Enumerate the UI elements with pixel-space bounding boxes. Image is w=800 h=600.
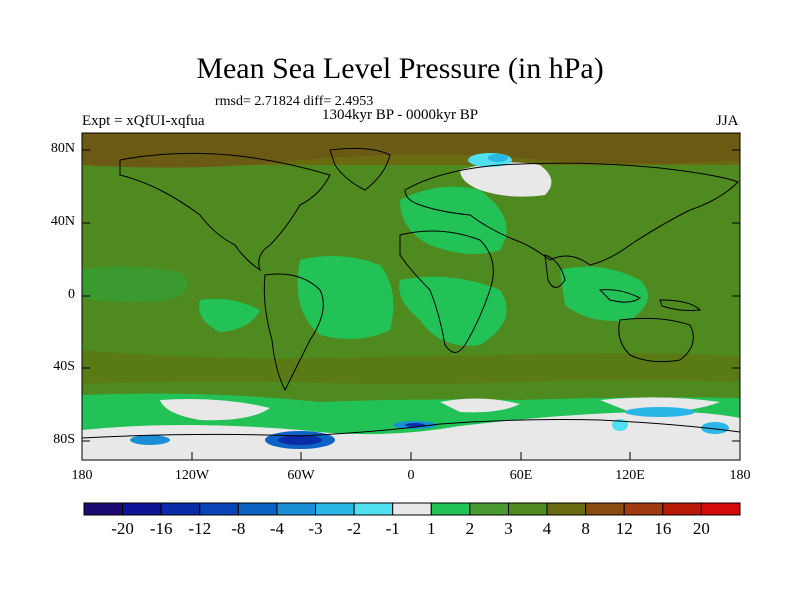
y-tick-40s: 40S [53,359,75,374]
colorbar-label: -3 [308,519,323,538]
x-tick-0: 0 [407,468,415,483]
x-tick-120e: 120E [615,468,645,483]
colorbar-label: -4 [269,519,285,538]
colorbar-swatch [83,502,124,516]
colorbar-swatch [469,502,509,516]
colorbar [83,502,741,516]
colorbar-swatch [700,502,741,516]
colorbar-swatch [430,502,471,516]
colorbar-swatch [199,502,239,516]
coastlines [81,147,741,439]
colorbar-label: 1 [427,519,436,538]
x-tick-180w: 180 [71,468,93,483]
colorbar-label: -20 [111,519,134,538]
colorbar-swatch [507,502,548,516]
colorbar-swatch [315,502,355,516]
colorbar-label: -16 [149,519,173,538]
colorbar-label: 4 [542,519,552,538]
colorbar-swatch [392,502,432,516]
colorbar-label: 12 [615,519,633,538]
colorbar-label: 20 [692,519,710,538]
colorbar-swatch [122,502,162,516]
x-tick-60e: 60E [509,468,533,483]
colorbar-swatch [160,502,201,516]
colorbar-label: -2 [347,519,362,538]
colorbar-swatch [662,502,702,516]
colorbar-label: -8 [231,519,246,538]
x-tick-120w: 120W [174,468,210,483]
colorbar-swatch [353,502,394,516]
colorbar-swatch [237,502,278,516]
x-tick-180e: 180 [729,468,751,483]
colorbar-label: -12 [188,519,212,538]
axis-ticks [81,149,741,460]
x-tick-60w: 60W [287,468,315,483]
y-tick-0: 0 [68,287,75,302]
colorbar-label: 3 [504,519,513,538]
map-field [82,133,740,460]
y-tick-80n: 80N [50,141,75,156]
map-title: Mean Sea Level Pressure (in hPa) [196,52,604,85]
stats-line: rmsd= 2.71824 diff= 2.4953 [215,94,374,109]
colorbar-label: 16 [654,519,672,538]
colorbar-swatch [276,502,317,516]
y-tick-80s: 80S [53,432,75,447]
experiment-label: Expt = xQfUI-xqfua [82,113,205,129]
season-label: JJA [716,113,739,129]
y-tick-40n: 40N [50,214,75,229]
colorbar-label: 2 [465,519,475,538]
period-label: 1304kyr BP - 0000kyr BP [322,107,479,123]
colorbar-label: -1 [385,519,400,538]
colorbar-swatch [546,502,587,516]
colorbar-swatch [623,502,664,516]
colorbar-label: 8 [581,519,590,538]
colorbar-swatch [585,502,625,516]
